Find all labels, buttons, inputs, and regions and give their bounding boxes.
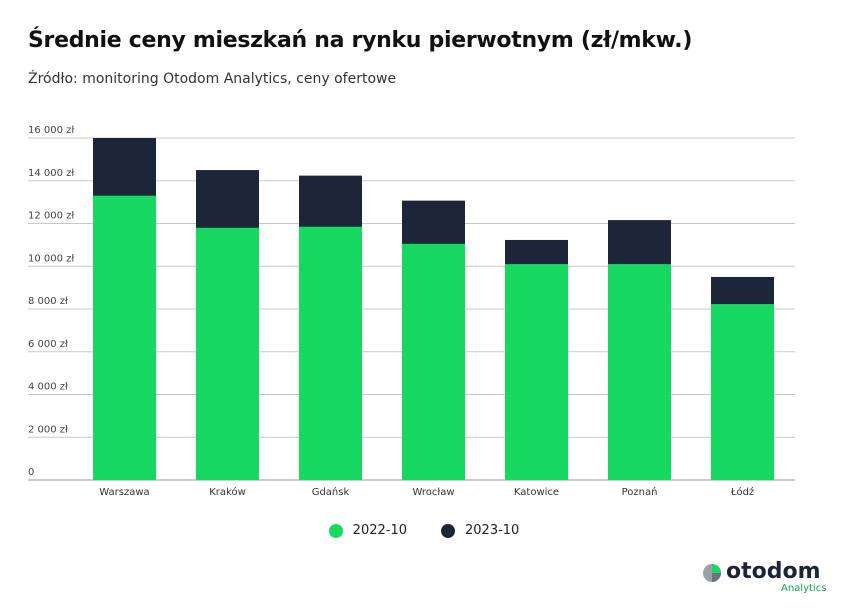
y-tick-label: 0 xyxy=(28,467,34,478)
bar-2022-10 xyxy=(93,195,156,480)
logo-icon xyxy=(703,564,721,582)
legend-swatch-2022 xyxy=(328,523,343,538)
y-tick-label: 10 000 zł xyxy=(28,253,74,264)
logo-word: otodom xyxy=(726,559,821,584)
y-tick-label: 2 000 zł xyxy=(28,424,68,435)
legend-swatch-2023 xyxy=(441,523,455,538)
y-tick-label: 16 000 zł xyxy=(28,125,74,136)
x-tick-label: Gdańsk xyxy=(312,486,350,498)
y-tick-label: 14 000 zł xyxy=(28,168,74,179)
legend-item-2023: 2023-10 xyxy=(441,523,519,538)
bar-2022-10 xyxy=(196,227,259,480)
chart-subtitle: Źródło: monitoring Otodom Analytics, cen… xyxy=(28,71,397,87)
bar-chart: 0 2 000 zł 4 000 zł 6 000 zł 8 000 zł 10 000 … xyxy=(28,125,795,498)
logo-sub: Analytics xyxy=(781,583,827,594)
legend-label: 2023-10 xyxy=(465,523,520,538)
x-tick-label: Katowice xyxy=(514,487,559,498)
bar-2022-10 xyxy=(608,264,671,480)
x-tick-label: Kraków xyxy=(209,486,246,498)
y-tick-label: 4 000 zł xyxy=(28,382,68,393)
bar-2022-10 xyxy=(505,264,568,480)
y-tick-label: 12 000 zł xyxy=(28,211,74,222)
chart-title: Średnie ceny mieszkań na rynku pierwotny… xyxy=(28,28,693,53)
legend-item-2022: 2022-10 xyxy=(328,523,407,538)
y-tick-label: 6 000 zł xyxy=(28,339,68,350)
x-tick-label: Wrocław xyxy=(412,487,454,498)
x-tick-label: Poznań xyxy=(622,486,658,498)
legend: 2022-10 2023-10 xyxy=(0,523,848,538)
bar-2022-10 xyxy=(402,243,465,480)
legend-label: 2022-10 xyxy=(352,523,407,538)
bar-2022-10 xyxy=(711,304,774,480)
y-tick-label: 8 000 zł xyxy=(28,296,68,307)
bar-2022-10 xyxy=(299,226,362,480)
x-tick-label: Łódź xyxy=(730,486,754,498)
x-tick-label: Warszawa xyxy=(99,487,149,498)
